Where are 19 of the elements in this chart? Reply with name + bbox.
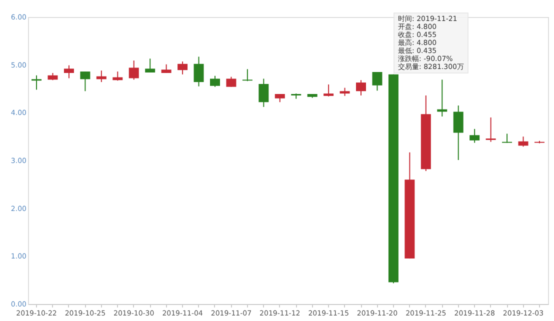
candlestick: [453, 104, 464, 161]
candlestick: [242, 68, 252, 82]
candlestick: [470, 128, 480, 144]
candlestick: [518, 136, 528, 148]
candlestick: [486, 116, 496, 142]
candlestick: [324, 84, 334, 97]
candlestick: [356, 80, 366, 96]
candlestick: [80, 71, 90, 92]
candlestick: [194, 56, 204, 87]
candlestick: [210, 75, 220, 88]
candlestick: [258, 78, 269, 108]
candlestick: [145, 58, 156, 73]
candlestick: [128, 60, 139, 80]
candlestick: [226, 76, 236, 88]
candlestick: [502, 133, 512, 144]
candlestick: [32, 74, 42, 90]
candlestick: [178, 60, 188, 75]
candlestick: [64, 64, 74, 79]
candlestick: [372, 72, 382, 92]
